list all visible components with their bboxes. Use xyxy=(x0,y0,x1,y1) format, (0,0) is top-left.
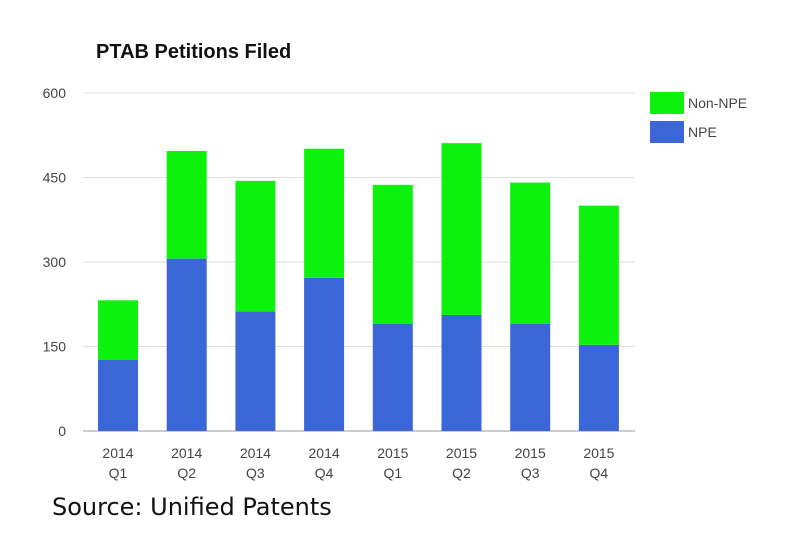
x-tick-label: 2014 xyxy=(102,445,133,461)
gridlines xyxy=(83,92,635,432)
x-tick-label: Q1 xyxy=(109,465,128,481)
chart-title: PTAB Petitions Filed xyxy=(96,41,291,63)
x-tick-label: 2014 xyxy=(309,445,340,461)
x-tick-label: Q4 xyxy=(315,465,334,481)
legend-label: NPE xyxy=(688,124,717,140)
y-tick-label: 450 xyxy=(43,170,67,186)
y-tick-label: 0 xyxy=(58,423,66,439)
bar-non-npe xyxy=(578,205,619,345)
bar-non-npe xyxy=(166,151,207,259)
bar-npe xyxy=(166,258,207,431)
bar-npe xyxy=(372,323,413,431)
bar-npe xyxy=(235,311,276,431)
legend-swatch-non-npe xyxy=(650,92,684,114)
bar-non-npe xyxy=(98,300,138,361)
legend: Non-NPE NPE xyxy=(650,92,747,143)
bar-non-npe xyxy=(510,182,551,324)
x-tick-label: Q1 xyxy=(383,465,402,481)
bars xyxy=(98,143,619,431)
x-tick-label: 2014 xyxy=(240,445,271,461)
y-tick-label: 150 xyxy=(43,339,67,355)
bar-npe xyxy=(510,323,551,431)
y-tick-label: 300 xyxy=(43,254,67,270)
y-tick-label: 600 xyxy=(43,85,67,101)
x-tick-label: Q3 xyxy=(246,465,265,481)
x-tick-label: Q4 xyxy=(590,465,609,481)
x-tick-label: Q2 xyxy=(177,465,196,481)
x-tick-label: Q2 xyxy=(452,465,471,481)
x-tick-label: 2015 xyxy=(583,445,614,461)
bar-npe xyxy=(98,360,138,431)
bar-npe xyxy=(441,314,482,431)
legend-swatch-npe xyxy=(650,121,684,143)
x-tick-label: 2014 xyxy=(171,445,202,461)
bar-npe xyxy=(304,277,345,431)
bar-non-npe xyxy=(304,148,345,278)
legend-label: Non-NPE xyxy=(688,95,747,111)
source-caption: Source: Unified Patents xyxy=(52,493,332,521)
x-tick-label: 2015 xyxy=(446,445,477,461)
bar-non-npe xyxy=(235,180,276,312)
bar-npe xyxy=(578,344,619,431)
x-tick-label: 2015 xyxy=(515,445,546,461)
y-axis-ticks: 0 150 300 450 600 xyxy=(43,85,67,439)
x-axis-ticks: 2014 Q1 2014 Q2 2014 Q3 2014 Q4 2015 Q1 2015 Q2 2015… xyxy=(102,445,614,481)
bar-non-npe xyxy=(441,143,482,315)
x-tick-label: Q3 xyxy=(521,465,540,481)
x-tick-label: 2015 xyxy=(377,445,408,461)
bar-non-npe xyxy=(372,184,413,324)
